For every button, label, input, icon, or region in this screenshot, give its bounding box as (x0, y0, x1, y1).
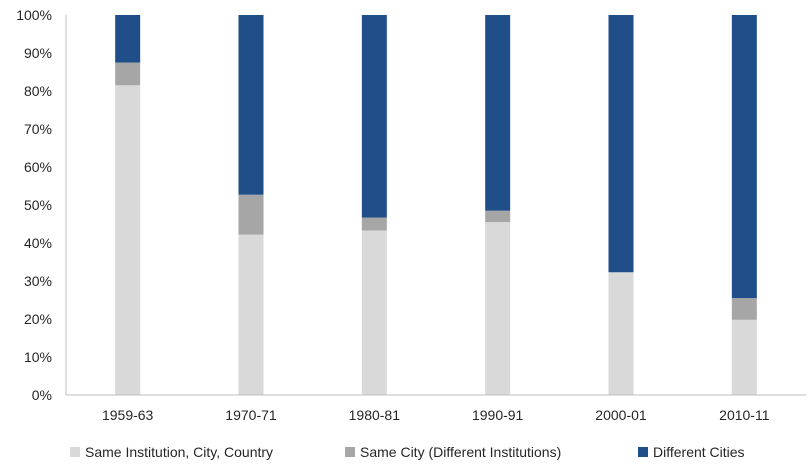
x-tick-label: 1990-91 (472, 407, 524, 423)
bar-segment-2 (238, 194, 264, 235)
y-tick-label: 10% (24, 349, 52, 365)
x-tick-label: 2000-01 (595, 407, 647, 423)
bar-stack (238, 15, 264, 395)
x-tick-label: 1970-71 (225, 407, 277, 423)
y-tick-label: 50% (24, 197, 52, 213)
bar-segment-3 (115, 15, 141, 63)
y-tick-labels: 0% 10% 20% 30% 40% 50% 60% 70% 80% 90% 100% (16, 7, 52, 403)
bar-stack (115, 15, 141, 396)
x-tick-label: 2010-11 (719, 407, 770, 423)
bar-segment-2 (361, 217, 387, 231)
bars (115, 15, 757, 396)
bar-segment-1 (361, 230, 387, 395)
legend-item: Different Cities (638, 444, 745, 460)
bar-stack (361, 15, 387, 395)
bar-segment-1 (115, 85, 141, 396)
legend-item: Same Institution, City, Country (70, 444, 273, 460)
y-tick-label: 70% (24, 121, 52, 137)
legend-swatch (638, 447, 648, 457)
y-tick-label: 60% (24, 159, 52, 175)
legend-label: Same City (Different Institutions) (360, 444, 561, 460)
bar-segment-2 (115, 62, 141, 86)
bar-stack (608, 15, 634, 395)
bar-segment-3 (238, 15, 264, 195)
bar-segment-1 (608, 272, 634, 395)
x-tick-label: 1959-63 (102, 407, 154, 423)
y-tick-label: 20% (24, 311, 52, 327)
y-tick-label: 40% (24, 235, 52, 251)
y-tick-label: 80% (24, 83, 52, 99)
y-tick-label: 30% (24, 273, 52, 289)
bar-stack (485, 15, 511, 395)
bar-segment-2 (485, 210, 511, 223)
legend-swatch (70, 447, 80, 457)
bar-segment-2 (731, 298, 757, 320)
legend-label: Different Cities (653, 444, 745, 460)
legend: Same Institution, City, Country Same City… (70, 444, 745, 460)
bar-segment-3 (485, 15, 511, 211)
bar-segment-3 (731, 15, 757, 299)
bar-segment-1 (485, 222, 511, 395)
y-tick-label: 100% (16, 7, 52, 23)
bar-stack (731, 15, 757, 395)
legend-swatch (345, 447, 355, 457)
bar-segment-3 (608, 15, 634, 273)
y-tick-label: 90% (24, 45, 52, 61)
legend-item: Same City (Different Institutions) (345, 444, 561, 460)
y-tick-label: 0% (32, 387, 52, 403)
bar-segment-1 (731, 319, 757, 395)
x-tick-label: 1980-81 (349, 407, 401, 423)
legend-label: Same Institution, City, Country (85, 444, 273, 460)
x-tick-labels: 1959-63 1970-71 1980-81 1990-91 2000-01 2010-… (102, 407, 770, 423)
bar-segment-3 (361, 15, 387, 218)
bar-segment-1 (238, 234, 264, 395)
